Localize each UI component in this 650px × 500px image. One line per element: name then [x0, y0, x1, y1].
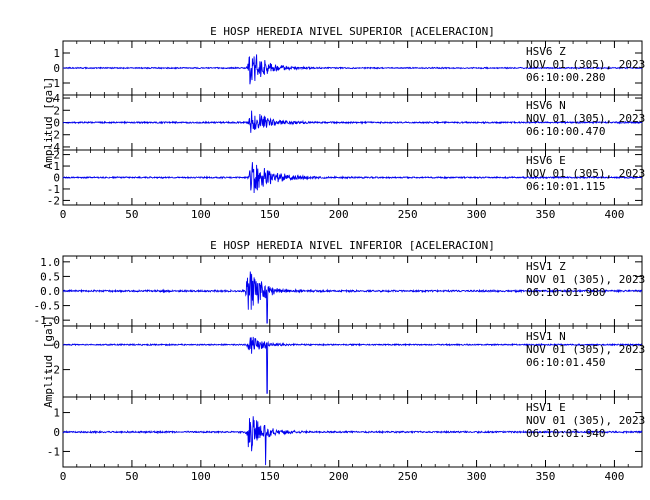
- x-tick-label: 0: [60, 470, 67, 483]
- y-axis-label: Amplitud [gal]: [42, 315, 55, 408]
- waveform-trace: [62, 54, 643, 85]
- station-time: 06:10:00.470: [526, 125, 605, 138]
- y-tick-label: 1: [53, 47, 60, 60]
- y-tick-label: -1: [47, 183, 60, 196]
- station-label: HSV6 Z: [526, 45, 566, 58]
- y-tick-label: 2: [53, 104, 60, 117]
- x-tick-label: 100: [191, 208, 211, 221]
- x-tick-label: 0: [60, 208, 67, 221]
- y-tick-label: 0: [53, 426, 60, 439]
- y-tick-label: -2: [47, 194, 60, 207]
- x-tick-label: 400: [604, 208, 624, 221]
- y-axis-label: Amplitud [gal]: [42, 77, 55, 170]
- y-tick-label: -1: [47, 445, 60, 458]
- station-label: HSV6 E: [526, 154, 566, 167]
- station-time: 06:10:01.940: [526, 427, 605, 440]
- y-tick-label: 0: [53, 117, 60, 130]
- x-tick-label: 200: [329, 208, 349, 221]
- x-tick-label: 100: [191, 470, 211, 483]
- station-date: NOV 01 (305), 2023: [526, 414, 645, 427]
- x-tick-label: 250: [398, 470, 418, 483]
- station-date: NOV 01 (305), 2023: [526, 343, 645, 356]
- y-tick-label: -4: [47, 141, 61, 154]
- waveform-trace: [62, 336, 643, 394]
- chart-title: E HOSP HEREDIA NIVEL SUPERIOR [ACELERACI…: [210, 25, 495, 38]
- x-tick-label: 50: [125, 470, 138, 483]
- x-tick-label: 400: [604, 470, 624, 483]
- station-time: 06:10:01.115: [526, 180, 605, 193]
- y-tick-label: -2: [47, 364, 60, 377]
- waveform-trace: [62, 110, 643, 133]
- y-tick-label: 1.0: [40, 256, 60, 269]
- station-date: NOV 01 (305), 2023: [526, 112, 645, 125]
- station-label: HSV1 E: [526, 401, 566, 414]
- station-label: HSV6 N: [526, 99, 566, 112]
- waveform-trace: [62, 271, 643, 324]
- y-tick-label: 1: [53, 407, 60, 420]
- station-date: NOV 01 (305), 2023: [526, 167, 645, 180]
- station-date: NOV 01 (305), 2023: [526, 273, 645, 286]
- x-tick-label: 350: [536, 470, 556, 483]
- y-tick-label: 1: [53, 160, 60, 173]
- y-tick-label: -1: [47, 77, 60, 90]
- x-tick-label: 300: [467, 208, 487, 221]
- station-time: 06:10:01.980: [526, 286, 605, 299]
- x-tick-label: 200: [329, 470, 349, 483]
- y-tick-label: 0: [53, 172, 60, 185]
- waveform-trace: [62, 162, 643, 194]
- y-tick-label: 4: [53, 92, 60, 105]
- x-tick-label: 150: [260, 470, 280, 483]
- waveform-trace: [62, 416, 643, 466]
- x-tick-label: 50: [125, 208, 138, 221]
- x-tick-label: 350: [536, 208, 556, 221]
- station-label: HSV1 Z: [526, 260, 566, 273]
- y-tick-label: 2: [53, 149, 60, 162]
- station-time: 06:10:01.450: [526, 356, 605, 369]
- station-time: 06:10:00.280: [526, 71, 605, 84]
- y-tick-label: -0.5: [34, 300, 61, 313]
- chart-title: E HOSP HEREDIA NIVEL INFERIOR [ACELERACI…: [210, 239, 495, 252]
- y-tick-label: -1.0: [34, 314, 61, 327]
- x-tick-label: 250: [398, 208, 418, 221]
- y-tick-label: -2: [47, 129, 60, 142]
- y-tick-label: 0: [53, 339, 60, 352]
- x-tick-label: 150: [260, 208, 280, 221]
- y-tick-label: 0.0: [40, 285, 60, 298]
- y-tick-label: 0: [53, 62, 60, 75]
- station-label: HSV1 N: [526, 330, 566, 343]
- y-tick-label: 0.5: [40, 270, 60, 283]
- x-tick-label: 300: [467, 470, 487, 483]
- station-date: NOV 01 (305), 2023: [526, 58, 645, 71]
